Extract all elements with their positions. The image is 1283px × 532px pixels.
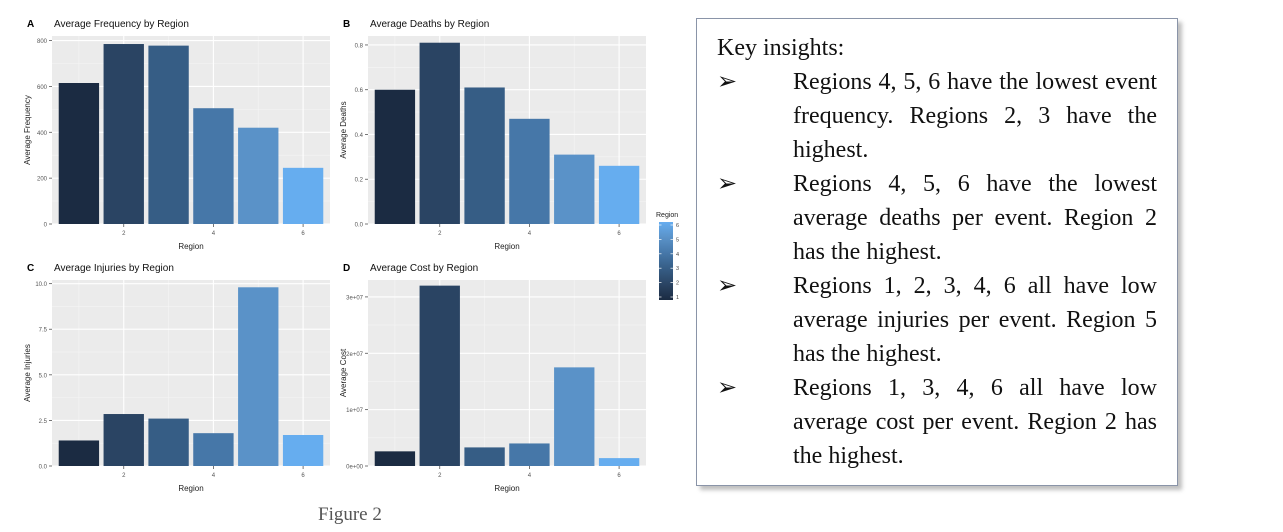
y-tick-label: 0.8: [355, 43, 364, 49]
x-tick-label: 4: [528, 231, 532, 237]
bar: [374, 89, 416, 224]
insight-item: ➢ Regions 4, 5, 6 have the lowest averag…: [717, 167, 1157, 269]
plot-panel: [368, 280, 646, 466]
x-tick-label: 6: [617, 473, 621, 479]
insights-title: Key insights:: [717, 35, 845, 61]
x-axis-label: Region: [178, 484, 203, 493]
insight-text: Regions 1, 2, 3, 4, 6 all have low avera…: [793, 273, 1157, 367]
insight-text: Regions 4, 5, 6 have the lowest event fr…: [793, 69, 1157, 163]
panel-letter: C: [27, 263, 34, 274]
bar: [598, 165, 640, 224]
insight-item: ➢ Regions 1, 2, 3, 4, 6 all have low ave…: [717, 269, 1157, 371]
legend-title: Region: [656, 212, 678, 219]
x-axis-label: Region: [178, 242, 203, 251]
bar: [58, 440, 100, 466]
insight-text: Regions 1, 3, 4, 6 all have low average …: [793, 375, 1157, 469]
panel-title: Average Deaths by Region: [370, 19, 489, 30]
bar: [58, 83, 100, 224]
x-tick-label: 6: [301, 231, 305, 237]
legend-tick-label: 6: [676, 223, 679, 229]
y-tick-label: 0: [44, 223, 48, 229]
insights-box: Key insights: ➢ Regions 4, 5, 6 have the…: [696, 18, 1178, 486]
bar: [464, 447, 505, 466]
legend-tick-label: 3: [676, 266, 679, 272]
y-axis-label: Average Cost: [339, 348, 348, 397]
x-tick-label: 4: [212, 231, 216, 237]
bar: [103, 44, 144, 225]
y-tick-label: 10.0: [35, 282, 47, 288]
y-tick-label: 800: [37, 39, 48, 45]
panel-letter: B: [343, 19, 350, 30]
y-tick-label: 3e+07: [346, 295, 364, 301]
panel-title: Average Injuries by Region: [54, 263, 174, 274]
bar: [509, 118, 550, 224]
bar: [238, 127, 279, 224]
insight-text: Regions 4, 5, 6 have the lowest average …: [793, 171, 1157, 265]
bar: [419, 42, 460, 224]
figure-caption: Figure 2: [318, 504, 382, 525]
legend-colorbar: [659, 222, 673, 300]
y-axis-label: Average Frequency: [23, 95, 32, 165]
y-axis-label: Average Deaths: [339, 101, 348, 158]
y-tick-label: 2e+07: [346, 352, 364, 358]
bar: [148, 418, 189, 466]
bar: [598, 458, 640, 466]
y-tick-label: 0.0: [39, 465, 48, 471]
bar: [103, 414, 144, 466]
y-tick-label: 600: [37, 85, 48, 91]
arrow-bullet-icon: ➢: [717, 375, 738, 401]
x-tick-label: 4: [528, 473, 532, 479]
y-tick-label: 400: [37, 131, 48, 137]
x-tick-label: 6: [301, 473, 305, 479]
x-tick-label: 2: [122, 231, 126, 237]
x-axis-label: Region: [494, 484, 519, 493]
y-tick-label: 5.0: [39, 373, 48, 379]
y-tick-label: 0.0: [355, 223, 364, 229]
y-tick-label: 1e+07: [346, 408, 364, 414]
legend-tick-label: 2: [676, 281, 679, 287]
y-tick-label: 0e+00: [346, 465, 364, 471]
bar: [282, 435, 324, 466]
legend-tick-label: 1: [676, 295, 679, 301]
bar: [238, 287, 279, 466]
bar: [554, 154, 595, 224]
panel-letter: D: [343, 263, 350, 274]
bar: [464, 87, 505, 224]
x-tick-label: 2: [438, 473, 442, 479]
bar: [419, 285, 460, 466]
arrow-bullet-icon: ➢: [717, 171, 738, 197]
bar: [282, 167, 324, 224]
y-axis-label: Average Injuries: [23, 344, 32, 402]
arrow-bullet-icon: ➢: [717, 69, 738, 95]
bar: [193, 433, 234, 466]
y-tick-label: 2.5: [39, 419, 48, 425]
insight-item: ➢ Regions 4, 5, 6 have the lowest event …: [717, 65, 1157, 167]
y-tick-label: 0.4: [355, 133, 364, 139]
panel-title: Average Cost by Region: [370, 263, 478, 274]
bar: [554, 367, 595, 466]
insight-item: ➢ Regions 1, 3, 4, 6 all have low averag…: [717, 371, 1157, 473]
x-axis-label: Region: [494, 242, 519, 251]
charts-figure: 0 200 400 600 800 2 4 6 Region Average Frequency A…: [23, 19, 679, 493]
x-tick-label: 6: [617, 231, 621, 237]
bar: [374, 451, 416, 466]
bar: [148, 45, 189, 224]
bar: [193, 108, 234, 224]
panel-title: Average Frequency by Region: [54, 19, 189, 30]
y-tick-label: 0.6: [355, 88, 364, 94]
bar: [509, 443, 550, 466]
insights-list: ➢ Regions 4, 5, 6 have the lowest event …: [717, 65, 1157, 473]
panel-letter: A: [27, 19, 34, 30]
x-tick-label: 2: [438, 231, 442, 237]
y-tick-label: 0.2: [355, 178, 364, 184]
y-tick-label: 7.5: [39, 328, 48, 334]
y-tick-label: 200: [37, 177, 48, 183]
legend-tick-label: 5: [676, 237, 679, 243]
x-tick-label: 4: [212, 473, 216, 479]
legend-tick-label: 4: [676, 252, 679, 258]
x-tick-label: 2: [122, 473, 126, 479]
arrow-bullet-icon: ➢: [717, 273, 738, 299]
